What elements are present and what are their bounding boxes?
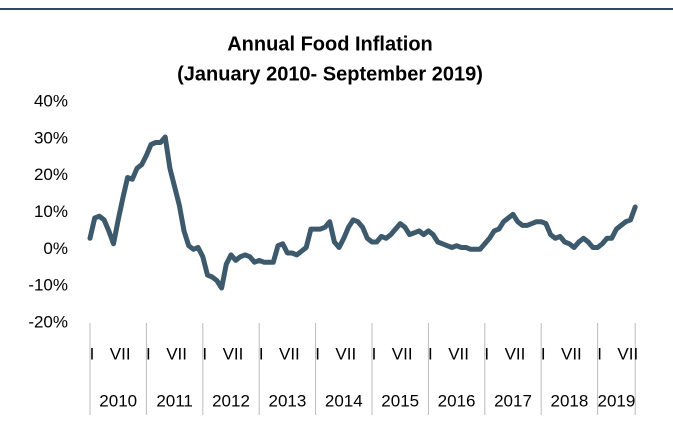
series-line — [87, 134, 638, 291]
year-label: 2016 — [438, 391, 476, 410]
x-tick-label: I — [541, 344, 546, 363]
x-tick-label: I — [484, 344, 489, 363]
top-band — [0, 0, 673, 8]
y-tick-label: 30% — [34, 128, 68, 147]
x-tick-label: I — [428, 344, 433, 363]
chart-subtitle: (January 2010- September 2019) — [177, 63, 483, 85]
y-tick-label: 0% — [43, 239, 68, 258]
chart-title: Annual Food Inflation — [227, 33, 433, 55]
x-tick-label: VII — [166, 344, 187, 363]
year-label: 2019 — [597, 391, 635, 410]
year-label: 2010 — [99, 391, 137, 410]
x-tick-label: I — [90, 344, 95, 363]
year-label: 2017 — [494, 391, 532, 410]
x-tick-label: I — [146, 344, 151, 363]
x-tick-label: VII — [448, 344, 469, 363]
year-label: 2011 — [156, 391, 193, 410]
x-tick-label: VII — [561, 344, 582, 363]
y-tick-label: 20% — [34, 165, 68, 184]
year-label: 2018 — [550, 391, 588, 410]
x-tick-label: VII — [110, 344, 131, 363]
y-tick-label: -20% — [28, 312, 68, 331]
x-tick-label: I — [597, 344, 602, 363]
y-tick-label: 10% — [34, 202, 68, 221]
year-label: 2015 — [381, 391, 419, 410]
x-tick-label: VII — [223, 344, 244, 363]
x-tick-label: VII — [392, 344, 413, 363]
x-tick-label: VII — [617, 344, 638, 363]
x-tick-label: VII — [505, 344, 526, 363]
x-tick-label: VII — [279, 344, 300, 363]
year-label: 2013 — [268, 391, 306, 410]
y-tick-label: 40% — [34, 91, 68, 110]
year-label: 2012 — [212, 391, 250, 410]
x-tick-label: I — [372, 344, 377, 363]
y-tick-label: -10% — [28, 276, 68, 295]
x-tick-label: I — [202, 344, 207, 363]
x-tick-label: I — [259, 344, 264, 363]
year-label: 2014 — [325, 391, 363, 410]
x-tick-label: VII — [335, 344, 356, 363]
x-tick-label: I — [315, 344, 320, 363]
